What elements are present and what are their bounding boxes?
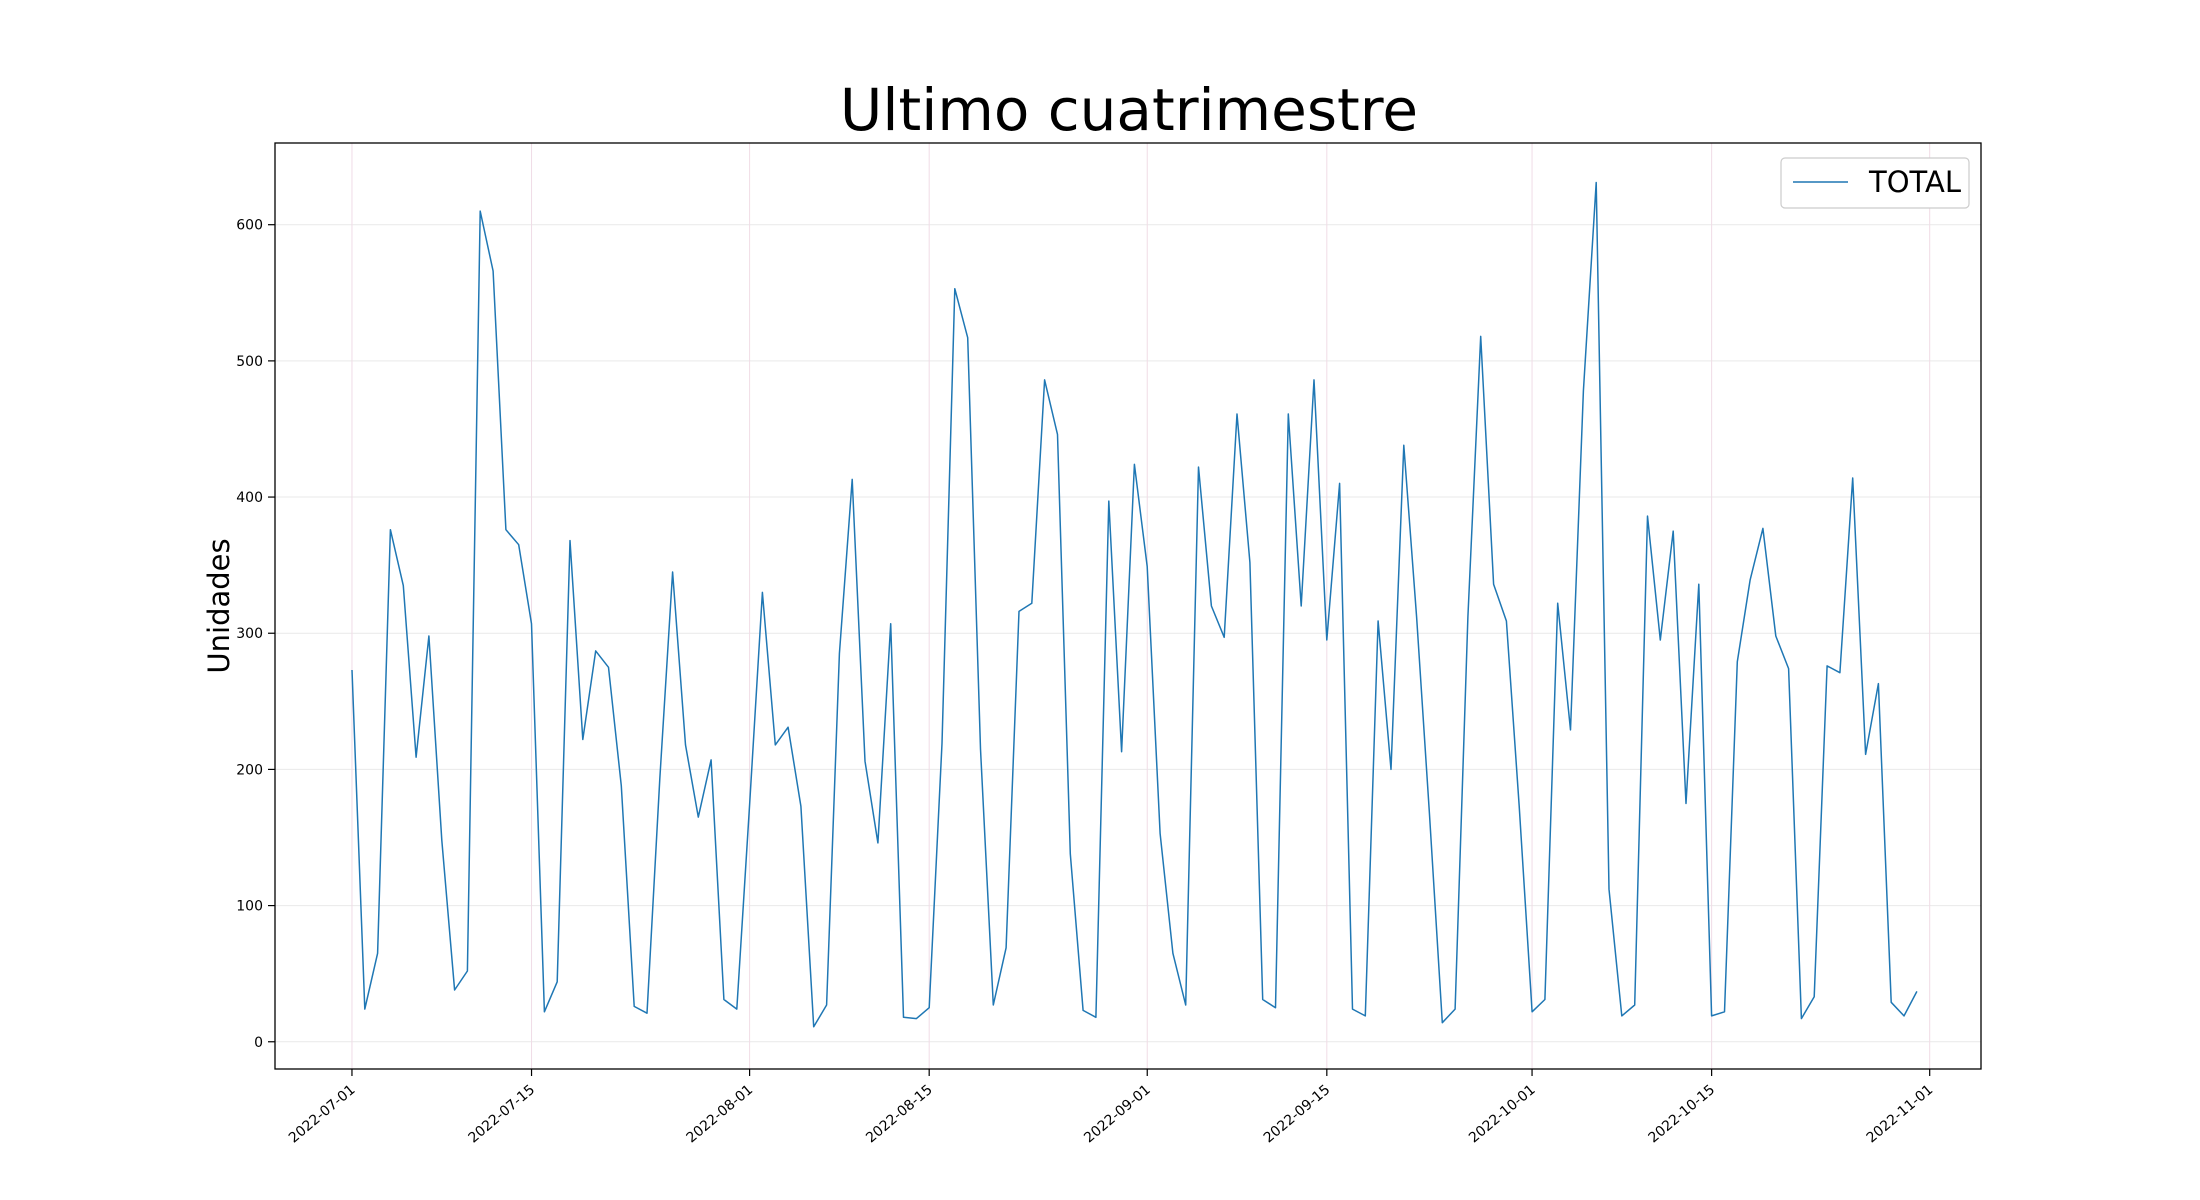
legend-box bbox=[1780, 157, 1970, 209]
y-tick-label: 300 bbox=[236, 626, 263, 642]
y-tick-label: 0 bbox=[254, 1035, 263, 1051]
y-tick-label: 200 bbox=[236, 762, 263, 778]
legend: TOTAL bbox=[1780, 157, 1970, 209]
y-axis: 0 100 200 300 400 500 600 bbox=[236, 218, 275, 1051]
y-axis-label: Unidades bbox=[202, 538, 236, 673]
plot-area-frame bbox=[274, 142, 1982, 1070]
chart-title: Ultimo cuatrimestre bbox=[840, 76, 1418, 144]
series-line-total bbox=[351, 181, 1918, 1028]
y-tick-label: 500 bbox=[236, 354, 263, 370]
y-tick-label: 400 bbox=[236, 490, 263, 506]
y-tick-label: 100 bbox=[236, 899, 263, 915]
grid bbox=[275, 143, 1981, 1069]
legend-label-total: TOTAL bbox=[1868, 165, 1961, 199]
series-layer bbox=[351, 181, 1918, 1028]
y-tick-label: 600 bbox=[236, 218, 263, 234]
